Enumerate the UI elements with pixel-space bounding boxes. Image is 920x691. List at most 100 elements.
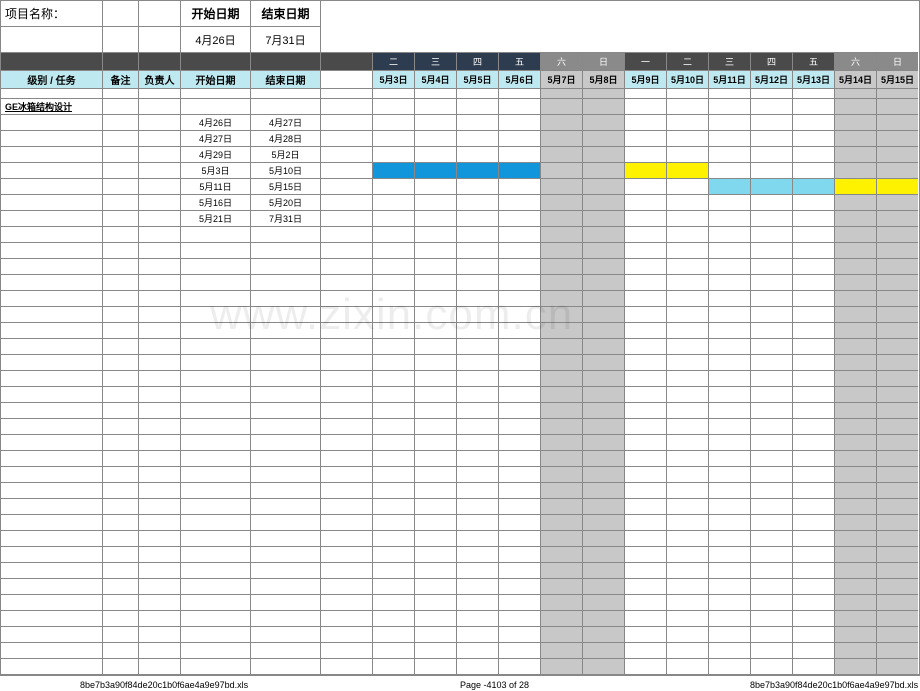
empty-row [0,546,919,562]
task-start: 4月29日 [180,146,250,162]
col-header-start: 开始日期 [180,70,250,88]
day-cell [750,194,792,210]
date-header: 5月4日 [414,70,456,88]
day-cell [624,226,666,242]
blank [320,626,372,642]
day-cell [876,626,918,642]
day-cell [414,194,456,210]
day-cell [414,658,456,674]
blank [320,338,372,354]
blank [0,386,102,402]
blank [320,258,372,274]
day-cell [498,658,540,674]
day-cell [372,306,414,322]
day-cell [540,194,582,210]
blank [138,610,180,626]
day-cell [750,562,792,578]
blank [180,370,250,386]
day-cell [456,98,498,114]
day-cell [876,226,918,242]
task-row: 5月21日7月31日 [0,210,919,226]
day-cell [624,450,666,466]
date-header: 5月12日 [750,70,792,88]
day-cell [666,578,708,594]
footer-page: Page -4103 of 28 [460,680,529,690]
day-cell [456,258,498,274]
blank [102,546,138,562]
blank [320,88,372,98]
day-cell [792,226,834,242]
day-cell [834,226,876,242]
day-cell [624,322,666,338]
blank [0,578,102,594]
blank [102,658,138,674]
blank [102,402,138,418]
day-cell [666,146,708,162]
day-cell [876,242,918,258]
blank [138,242,180,258]
day-cell [456,530,498,546]
day-cell [456,514,498,530]
day-cell [708,338,750,354]
blank [102,594,138,610]
blank [320,130,372,146]
blank [180,594,250,610]
weekday-header: 二 [666,52,708,70]
day-cell [666,306,708,322]
blank [102,52,138,70]
day-cell [834,146,876,162]
day-cell [666,498,708,514]
task-row: 4月27日4月28日 [0,130,919,146]
blank [0,562,102,578]
day-cell [834,466,876,482]
blank [320,226,372,242]
empty-row [0,530,919,546]
day-cell [750,290,792,306]
day-cell [750,594,792,610]
weekday-header: 六 [834,52,876,70]
day-cell [372,642,414,658]
day-cell [456,642,498,658]
day-cell [750,418,792,434]
day-cell [414,226,456,242]
blank [102,274,138,290]
day-cell [414,242,456,258]
task-owner [138,130,180,146]
weekday-header-row: 二三四五六日一二三四五六日 [0,52,919,70]
day-cell [792,546,834,562]
blank [102,88,138,98]
day-cell [708,386,750,402]
day-cell [834,354,876,370]
day-cell [372,338,414,354]
blank [102,610,138,626]
day-cell [582,130,624,146]
day-cell [666,114,708,130]
day-cell [582,498,624,514]
day-cell [666,594,708,610]
day-cell [834,594,876,610]
empty-row [0,434,919,450]
blank [138,370,180,386]
blank [320,70,372,88]
task-note [102,178,138,194]
empty-row [0,658,919,674]
task-note [102,114,138,130]
day-cell [666,562,708,578]
day-cell [498,466,540,482]
day-cell [582,146,624,162]
blank [102,322,138,338]
blank [320,98,372,114]
blank [180,530,250,546]
day-cell [876,114,918,130]
day-cell [582,466,624,482]
day-cell [456,322,498,338]
day-cell [498,594,540,610]
task-name [0,162,102,178]
blank [320,402,372,418]
blank [138,578,180,594]
day-cell [582,88,624,98]
blank [102,226,138,242]
day-cell [624,514,666,530]
blank [102,290,138,306]
day-cell [414,626,456,642]
